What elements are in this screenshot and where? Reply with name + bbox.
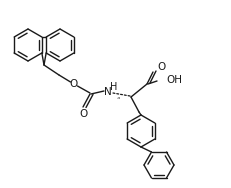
Text: ,,: ,,: [117, 93, 121, 99]
Text: OH: OH: [166, 75, 182, 85]
Text: O: O: [79, 109, 87, 119]
Text: O: O: [157, 62, 165, 72]
Text: O: O: [70, 79, 78, 89]
Text: N: N: [104, 87, 112, 97]
Text: H: H: [110, 82, 118, 92]
